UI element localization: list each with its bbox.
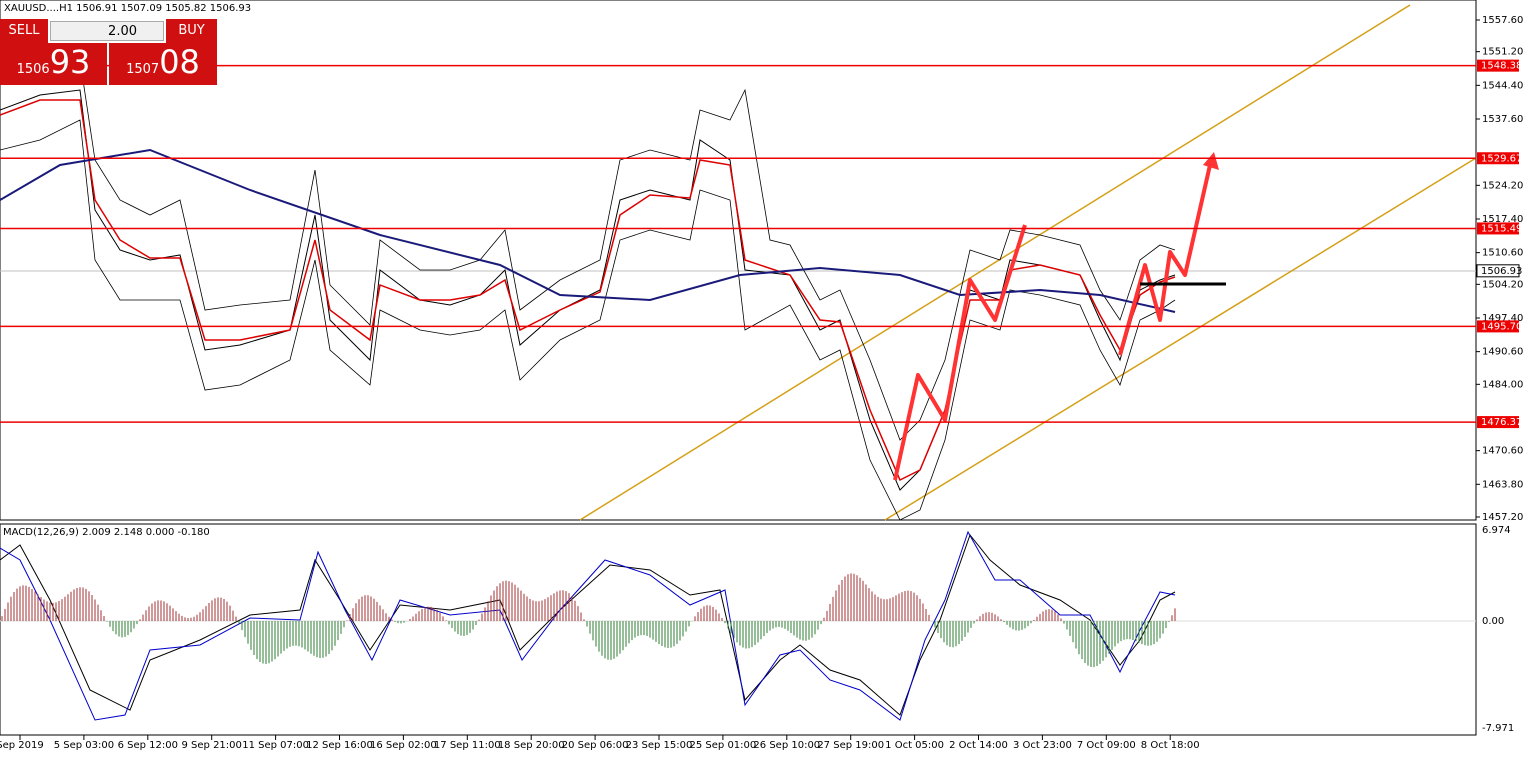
y-tick-label: 1537.60 [1482,114,1523,125]
x-tick-label: 16 Sep 02:00 [370,740,437,751]
buy-button[interactable]: BUY [166,19,217,43]
x-tick-label: 18 Sep 20:00 [498,740,565,751]
x-tick-label: Sep 2019 [0,740,44,751]
quote: 1506.91 1507.09 1505.82 1506.93 [76,3,251,14]
bollinger-upper [0,54,1176,441]
symbol: XAUUSD....H1 [4,3,73,14]
x-tick-label: 8 Oct 18:00 [1141,740,1200,751]
level-label: 1515.49 [1481,223,1522,234]
x-tick-label: 7 Oct 09:00 [1077,740,1136,751]
level-label: 1476.37 [1481,417,1522,428]
x-tick-label: 26 Sep 10:00 [753,740,820,751]
level-tag [1477,320,1519,333]
level-tag [1477,152,1519,165]
macd-tick-label: 0.00 [1482,616,1504,627]
x-tick-label: 9 Sep 21:00 [182,740,242,751]
x-tick-label: 5 Sep 03:00 [54,740,114,751]
y-tick-label: 1463.80 [1482,479,1523,490]
level-label: 1548.38 [1481,61,1522,72]
x-tick-label: 2 Oct 14:00 [949,740,1008,751]
level-tag [1477,416,1519,429]
main-pane [0,0,1477,521]
level-tag [1477,59,1519,72]
x-tick-label: 12 Sep 16:00 [306,740,373,751]
current-price-label: 1506.93 [1481,266,1522,277]
lot-input[interactable]: 2.00 [50,21,164,41]
level-label: 1529.67 [1481,153,1522,164]
drawn-arrow [1118,164,1212,356]
buy-price[interactable]: 150708 [109,43,217,85]
y-tick-label: 1504.20 [1482,279,1523,290]
y-tick-label: 1551.20 [1482,47,1523,58]
arrow-head [1203,152,1219,170]
trade-panel: SELL 2.00 BUY 150693 150708 [0,19,217,85]
macd-tick-label: 6.974 [1482,525,1511,536]
sell-price[interactable]: 150693 [0,43,107,85]
x-tick-label: 11 Sep 07:00 [242,740,309,751]
y-tick-label: 1457.20 [1482,512,1523,523]
x-tick-label: 25 Sep 01:00 [690,740,757,751]
x-tick-label: 3 Oct 23:00 [1013,740,1072,751]
macd-line [0,530,1176,721]
price-big: 1506 [16,62,50,77]
y-tick-label: 1557.60 [1482,15,1523,26]
moving-average-blue [0,148,1176,313]
price-pips: 08 [159,43,200,81]
channel-lower [884,157,1477,521]
level-tag [1477,222,1519,235]
symbol-header: XAUUSD....H1 1506.91 1507.09 1505.82 150… [4,3,251,14]
drawn-arrow [893,224,1027,481]
price-line [0,89,1176,491]
y-tick-label: 1524.20 [1482,180,1523,191]
y-tick-label: 1510.60 [1482,248,1523,259]
x-tick-label: 27 Sep 19:00 [817,740,884,751]
y-tick-label: 1470.60 [1482,446,1523,457]
macd-signal [0,533,1176,716]
x-tick-label: 1 Oct 05:00 [885,740,944,751]
x-tick-label: 17 Sep 11:00 [434,740,501,751]
y-tick-label: 1544.40 [1482,80,1523,91]
level-label: 1495.70 [1481,321,1522,332]
price-pips: 93 [49,43,91,81]
y-tick-label: 1490.60 [1482,347,1523,358]
y-tick-label: 1497.40 [1482,313,1523,324]
macd-pane [0,523,1477,736]
x-tick-label: 20 Sep 06:00 [562,740,629,751]
channel-upper [579,4,1411,521]
x-tick-label: 6 Sep 12:00 [118,740,178,751]
sell-button[interactable]: SELL [0,19,48,43]
price-tag [1476,264,1520,278]
macd-tick-label: -7.971 [1482,723,1514,734]
macd-label: MACD(12,26,9) 2.009 2.148 0.000 -0.180 [3,527,210,538]
y-tick-label: 1484.00 [1482,379,1523,390]
bollinger-lower [0,119,1176,521]
x-tick-label: 23 Sep 15:00 [626,740,693,751]
price-big: 1507 [126,62,160,77]
y-tick-label: 1517.40 [1482,214,1523,225]
